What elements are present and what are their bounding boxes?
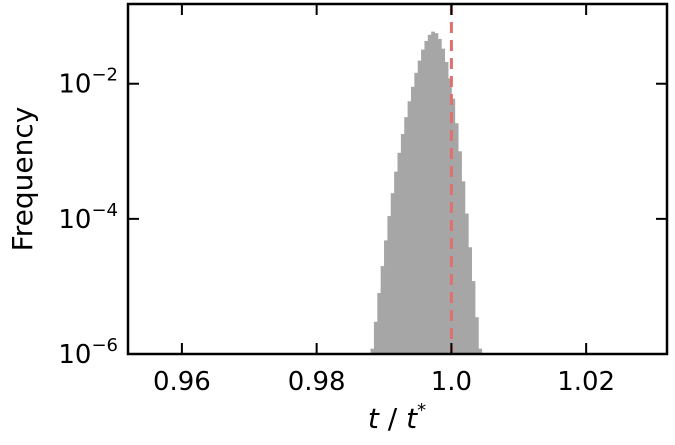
histogram-bar [437,38,442,354]
histogram-bar [471,281,476,354]
x-axis-label: t / t* [368,400,426,435]
histogram-bar [400,134,405,354]
histogram-bar [397,152,402,354]
histogram-bar [410,86,415,354]
y-axis-label: Frequency [6,107,39,252]
histogram-bar [474,317,479,354]
x-tick-label: 1.02 [557,367,615,397]
histogram-bar [414,72,419,354]
histogram-bar [478,348,483,354]
histogram-bar [441,48,446,354]
histogram-bar [380,266,385,354]
histogram-bar [394,171,398,354]
histogram-bar [458,151,462,354]
x-tick-label: 0.98 [288,367,346,397]
x-axis-label-var2: t [406,402,418,435]
histogram-bar [407,101,412,354]
histogram-bars [370,31,483,354]
plot-frame [126,2,669,356]
histogram-bar [464,213,469,354]
histogram-bar [373,321,378,354]
y-tick-label: 10−4 [58,200,118,235]
histogram-bar [387,216,392,354]
histogram-bar [461,181,466,354]
x-axis-label-sep: / [379,402,406,435]
histogram-bar [448,78,452,354]
histogram-bar [427,34,432,354]
axis-ticks [128,4,667,355]
x-axis-label-var: t [368,402,380,435]
histogram-bar [370,348,375,354]
histogram-bar [377,292,382,354]
x-tick-label: 1.0 [431,367,472,397]
x-axis-label-sup: * [417,400,426,421]
y-tick-label: 10−6 [58,335,118,370]
histogram-bar [424,40,429,354]
x-tick-labels: 0.96 0.98 1.0 1.02 [153,367,615,397]
x-tick-label: 0.96 [153,367,211,397]
y-tick-labels: 10−6 10−4 10−2 [58,65,118,370]
histogram-bar [404,117,409,354]
histogram-bar [434,33,439,354]
histogram-bar [444,61,449,354]
histogram-bar [384,240,388,354]
histogram-bar [454,123,459,354]
histogram-bar [468,247,473,354]
histogram-bar [421,49,425,354]
histogram-bar [431,31,435,354]
histogram-bar [451,98,456,354]
histogram-bar [417,60,422,354]
histogram-bar [390,193,395,354]
y-tick-label: 10−2 [58,65,118,100]
